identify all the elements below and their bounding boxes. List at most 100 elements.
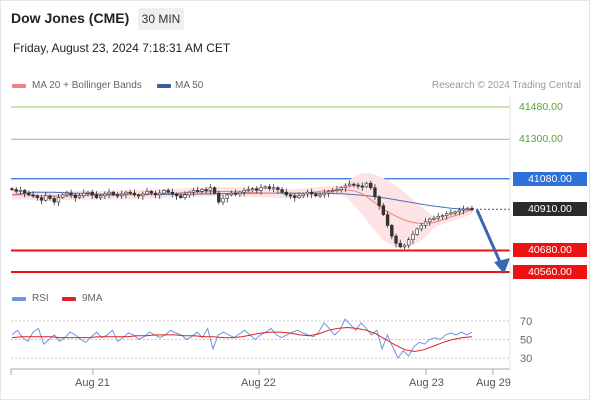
rsi-legend-label: RSI — [32, 293, 49, 304]
candle-body — [402, 244, 407, 248]
candle-body — [415, 228, 419, 235]
x-tick-label: Aug 22 — [241, 377, 276, 389]
candle-body — [39, 197, 44, 201]
ma20-legend-swatch — [12, 84, 26, 88]
candle-body — [238, 191, 242, 195]
candle-body — [305, 191, 310, 195]
candle-body — [195, 190, 200, 192]
price-label-green: 41300.00 — [519, 133, 563, 146]
rsi9-legend-swatch — [62, 297, 76, 301]
candle-body — [343, 185, 348, 189]
candle-body — [326, 190, 331, 194]
candle-body — [149, 190, 153, 194]
candle-body — [466, 208, 470, 210]
candle-body — [242, 190, 246, 193]
candle-body — [423, 221, 428, 226]
candle-body — [428, 218, 432, 223]
rsi-line — [11, 318, 473, 359]
candle-body — [35, 195, 40, 198]
candle-body — [394, 235, 398, 244]
candle-body — [360, 185, 364, 188]
candle-body — [284, 191, 289, 196]
candle-body — [263, 186, 267, 189]
candle-body — [436, 216, 440, 219]
candle-body — [111, 191, 115, 196]
candle-body — [347, 183, 352, 187]
rsi-tick-70: 70 — [520, 316, 532, 328]
candle-body — [267, 186, 272, 189]
candle-body — [314, 193, 318, 197]
candle-body — [255, 188, 259, 191]
candle-body — [331, 190, 335, 192]
candle-body — [221, 198, 225, 203]
candle-body — [440, 215, 445, 218]
candle-body — [48, 195, 52, 199]
x-tick-label: Aug 21 — [75, 377, 110, 389]
candle-body — [191, 190, 196, 193]
candle-body — [124, 191, 128, 195]
rsi-tick-30: 30 — [520, 353, 532, 365]
candle-body — [145, 190, 149, 195]
timeframe-button[interactable]: 30 MIN — [138, 8, 184, 30]
candle-body — [18, 190, 23, 192]
candle-body — [309, 191, 314, 195]
forecast-arrow-head — [494, 258, 510, 274]
candle-body — [44, 195, 48, 201]
credit-text: Research © 2024 Trading Central — [431, 80, 581, 91]
candle-body — [170, 191, 175, 195]
ma50-legend-swatch — [157, 84, 171, 88]
candle-body — [297, 195, 301, 198]
candle-body — [246, 189, 251, 192]
candle-body — [56, 197, 61, 203]
candle-body — [318, 194, 322, 197]
candle-body — [322, 192, 326, 196]
candle-body — [204, 189, 208, 192]
candle-body — [22, 190, 27, 194]
candle-body — [352, 183, 356, 186]
x-tick-label: Aug 29 — [476, 377, 511, 389]
candle-body — [411, 234, 415, 241]
candle-body — [288, 194, 293, 197]
ma50-line — [11, 191, 473, 211]
candle-body — [356, 184, 360, 187]
candle-body — [369, 182, 373, 189]
candle-body — [301, 193, 305, 197]
rsi-tick-50: 50 — [520, 335, 532, 347]
candle-body — [276, 187, 280, 190]
candle-body — [174, 193, 179, 197]
candle-body — [73, 194, 78, 198]
ma50-legend-label: MA 50 — [175, 80, 204, 91]
rsi9-legend-label: 9MA — [82, 293, 103, 304]
price-label-red: 40560.00 — [513, 265, 587, 279]
instrument-title: Dow Jones (CME) — [11, 10, 130, 26]
candle-body — [259, 187, 263, 191]
candle-body — [373, 187, 377, 197]
candle-body — [212, 187, 217, 194]
x-tick-label: Aug 23 — [409, 377, 444, 389]
candle-body — [179, 195, 183, 198]
candle-body — [82, 192, 86, 197]
candle-body — [233, 192, 238, 195]
candle-body — [31, 194, 35, 197]
candle-body — [52, 198, 56, 203]
candle-body — [461, 208, 466, 211]
candle-body — [457, 209, 462, 213]
price-label-current: 40910.00 — [513, 202, 587, 217]
candle-body — [60, 194, 65, 198]
candle-body — [385, 214, 390, 226]
candle-body — [153, 192, 158, 196]
candle-body — [335, 189, 339, 192]
candle-body — [271, 187, 276, 190]
candle-body — [94, 194, 99, 198]
candle-body — [364, 182, 369, 188]
bollinger-band — [12, 172, 472, 248]
candle-body — [183, 194, 187, 198]
candle-body — [136, 194, 141, 197]
timestamp: Friday, August 23, 2024 7:18:31 AM CET — [13, 41, 231, 55]
candle-body — [65, 192, 69, 196]
candle-body — [115, 194, 120, 197]
forecast-arrow-shaft — [475, 209, 502, 263]
rsi9-line — [11, 326, 473, 353]
price-label-red: 40680.00 — [513, 243, 587, 258]
candle-body — [90, 191, 94, 196]
